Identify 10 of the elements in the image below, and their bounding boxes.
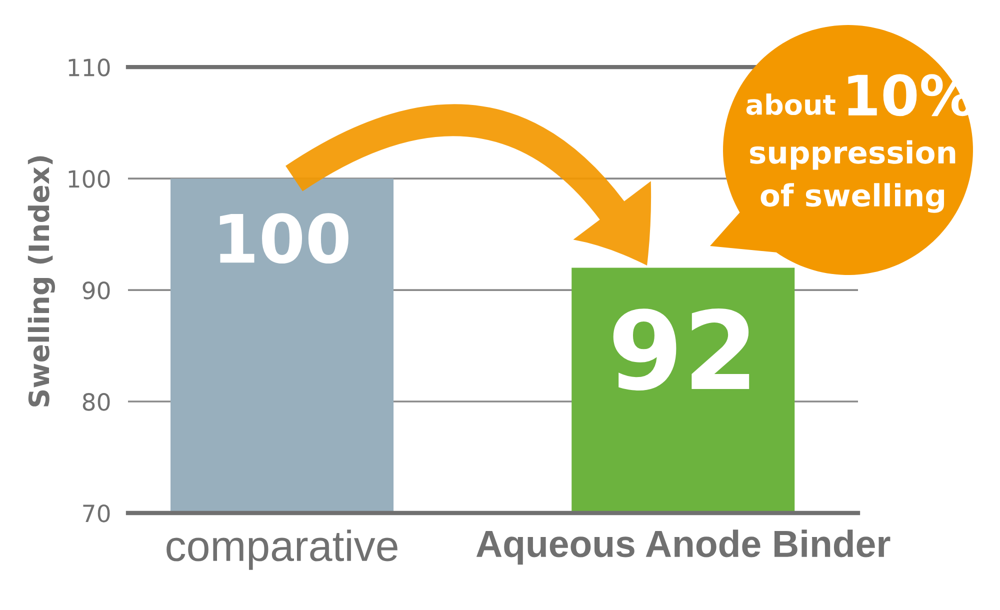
- y-tick-label: 70: [83, 504, 110, 522]
- data-label: 92: [613, 308, 750, 391]
- y-tick-label: 90: [82, 282, 110, 300]
- y-tick-label: 80: [82, 392, 110, 411]
- data-label: 100: [220, 213, 348, 264]
- y-tick-label: 100: [68, 170, 110, 188]
- y-axis-title: Swelling (Index): [28, 156, 55, 406]
- x-tick-label: Aqueous Anode Binder: [476, 530, 890, 565]
- x-tick-label: comparative: [166, 530, 398, 570]
- y-tick-label: 110: [68, 58, 110, 76]
